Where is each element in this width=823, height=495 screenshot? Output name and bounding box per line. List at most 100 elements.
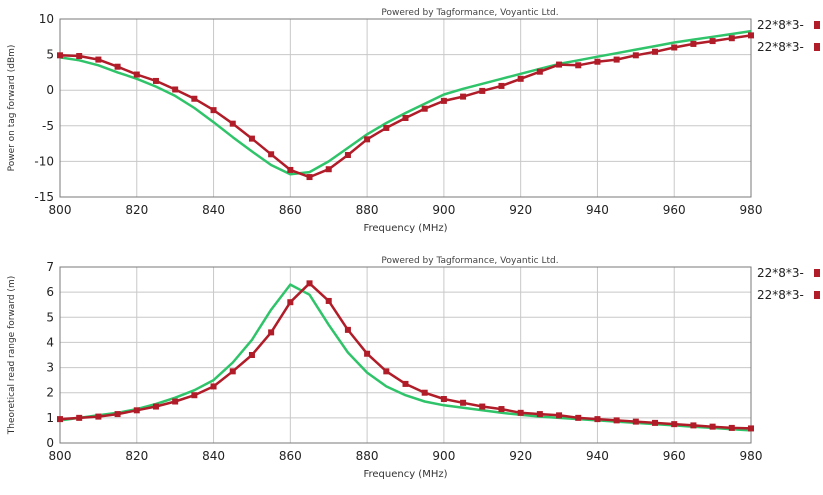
data-point-marker	[690, 422, 697, 429]
data-point-marker	[364, 136, 371, 143]
data-point-marker	[57, 52, 63, 59]
data-point-marker	[440, 97, 447, 104]
series-line-2	[59, 29, 752, 176]
data-point-marker	[556, 412, 563, 419]
plot-area	[60, 19, 751, 197]
y-tick-label: -5	[42, 119, 54, 133]
x-tick-label: 860	[279, 449, 302, 463]
data-point-marker	[575, 414, 582, 421]
data-point-marker	[517, 409, 524, 416]
data-point-marker	[748, 32, 754, 39]
data-point-marker	[748, 425, 754, 432]
data-point-marker	[76, 414, 83, 421]
legend-label: 22*8*3-	[757, 40, 804, 54]
data-point-marker	[556, 61, 563, 68]
data-point-marker	[632, 418, 639, 425]
x-axis-label: Frequency (MHz)	[363, 223, 447, 234]
data-point-marker	[671, 44, 678, 51]
x-tick-label: 880	[356, 203, 379, 217]
data-point-marker	[652, 419, 659, 426]
data-point-marker	[652, 48, 659, 55]
y-tick-label: -15	[34, 190, 54, 204]
data-point-marker	[268, 151, 275, 158]
data-point-marker	[613, 56, 620, 63]
data-point-marker	[440, 396, 447, 402]
x-tick-label: 840	[202, 203, 225, 217]
data-point-marker	[575, 62, 582, 69]
credit-text: Powered by Tagformance, Voyantic Ltd.	[381, 256, 558, 266]
data-point-marker	[671, 421, 678, 428]
y-tick-label: 3	[46, 361, 54, 375]
x-tick-label: 820	[125, 449, 148, 463]
legend-swatch	[814, 269, 820, 277]
data-point-marker	[287, 166, 294, 173]
data-point-marker	[709, 38, 716, 45]
data-point-marker	[114, 63, 121, 70]
chart-2: 800 820 840 860 880 900 920 940 960 980 0 1 2 3 4 5 6 7 Fr…	[7, 256, 820, 480]
x-tick-label: 900	[432, 449, 455, 463]
data-point-marker	[402, 114, 409, 121]
data-point-marker	[95, 56, 102, 63]
y-axis-label: Theoretical read range forward (m)	[7, 276, 17, 435]
y-tick-label: 0	[46, 436, 54, 450]
data-point-marker	[287, 299, 294, 306]
legend-swatch	[814, 21, 820, 29]
x-tick-label: 920	[509, 449, 532, 463]
y-tick-label: 5	[46, 310, 54, 324]
legend-label: 22*8*3-	[757, 18, 804, 32]
credit-text: Powered by Tagformance, Voyantic Ltd.	[381, 8, 558, 18]
data-point-marker	[613, 417, 620, 424]
x-tick-label: 980	[740, 203, 763, 217]
data-point-marker	[344, 326, 351, 333]
data-point-marker	[479, 403, 486, 410]
y-tick-label: 6	[46, 285, 54, 299]
data-point-marker	[402, 380, 409, 387]
data-point-marker	[325, 166, 332, 173]
data-point-marker	[460, 399, 467, 406]
data-point-marker	[268, 329, 275, 336]
data-point-marker	[114, 411, 121, 418]
data-point-marker	[383, 124, 390, 131]
data-point-marker	[210, 107, 217, 114]
y-tick-label: 4	[46, 335, 54, 349]
data-point-marker	[383, 368, 390, 375]
data-point-marker	[76, 53, 83, 60]
x-tick-label: 800	[49, 203, 72, 217]
data-point-marker	[191, 392, 198, 399]
x-tick-label: 840	[202, 449, 225, 463]
data-point-marker	[344, 151, 351, 158]
y-tick-label: -10	[34, 154, 54, 168]
data-point-marker	[325, 297, 332, 304]
plot-frame	[59, 266, 752, 444]
x-tick-label: 940	[586, 203, 609, 217]
data-point-marker	[306, 280, 313, 287]
y-tick-label: 1	[46, 411, 54, 425]
x-tick-label: 800	[49, 449, 72, 463]
x-tick-label: 880	[356, 449, 379, 463]
legend-label: 22*8*3-	[757, 288, 804, 302]
data-point-marker	[95, 413, 102, 420]
x-tick-label: 980	[740, 449, 763, 463]
x-tick-label: 820	[125, 203, 148, 217]
y-tick-label: 10	[39, 12, 54, 26]
data-point-marker	[248, 352, 255, 358]
x-tick-label: 940	[586, 449, 609, 463]
data-point-marker	[172, 86, 179, 93]
data-point-marker	[229, 120, 236, 127]
data-point-marker	[728, 424, 735, 431]
data-point-marker	[248, 135, 255, 142]
y-tick-label: 2	[46, 386, 54, 400]
data-point-marker	[517, 75, 524, 82]
legend-swatch	[814, 43, 820, 51]
x-axis-label: Frequency (MHz)	[363, 469, 447, 480]
data-point-marker	[690, 40, 697, 47]
x-tick-label: 960	[663, 449, 686, 463]
data-point-marker	[421, 389, 428, 396]
data-point-marker	[191, 95, 198, 102]
legend-swatch	[814, 291, 820, 299]
data-point-marker	[594, 58, 601, 65]
x-tick-label: 900	[432, 203, 455, 217]
data-point-marker	[498, 82, 505, 89]
data-point-marker	[210, 383, 217, 390]
